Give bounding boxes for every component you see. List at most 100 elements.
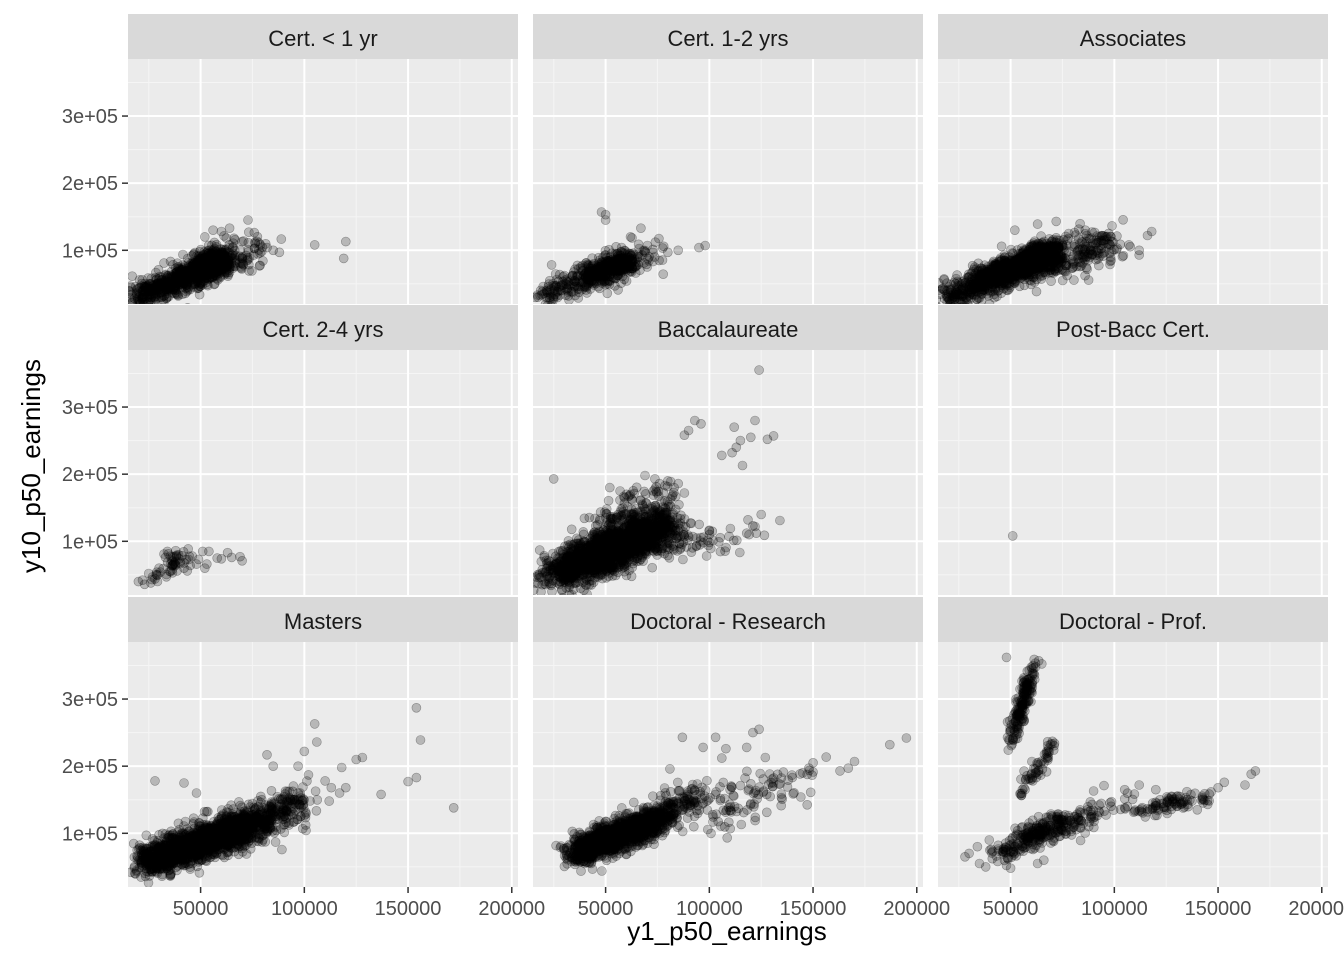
data-point <box>940 275 949 284</box>
data-point <box>310 240 319 249</box>
data-point <box>238 237 247 246</box>
data-point <box>1010 226 1019 235</box>
data-point <box>200 251 209 260</box>
data-point <box>695 243 704 252</box>
data-point <box>616 255 625 264</box>
data-point <box>969 265 978 274</box>
data-point <box>1036 272 1045 281</box>
data-point <box>275 248 284 257</box>
data-point <box>930 284 939 293</box>
data-point <box>522 561 531 570</box>
facet-panel: Baccalaureate <box>522 305 923 603</box>
data-point <box>1074 251 1083 260</box>
data-point <box>223 272 232 281</box>
facet-panel: Associates <box>928 14 1328 316</box>
data-point <box>605 267 614 276</box>
data-point <box>1083 265 1092 274</box>
data-point <box>591 269 600 278</box>
data-point <box>144 569 153 578</box>
data-point <box>566 276 575 285</box>
data-point <box>574 284 583 293</box>
data-point <box>1082 237 1091 246</box>
data-point <box>1081 226 1090 235</box>
data-point <box>942 290 951 299</box>
facet-panel: Cert. 1-2 yrs <box>531 14 923 311</box>
data-point <box>547 260 556 269</box>
data-point <box>978 270 987 279</box>
data-point <box>659 242 668 251</box>
data-point <box>1027 280 1036 289</box>
data-point <box>1102 232 1111 241</box>
data-point <box>626 232 635 241</box>
data-point <box>573 261 582 270</box>
data-point <box>634 250 643 259</box>
data-point <box>140 282 149 291</box>
data-point <box>655 256 664 265</box>
data-point <box>263 243 272 252</box>
data-point <box>1061 261 1070 270</box>
data-point <box>1143 231 1152 240</box>
data-point <box>550 569 559 578</box>
data-point <box>242 256 251 265</box>
data-point <box>1052 233 1061 242</box>
data-point <box>168 272 177 281</box>
data-point <box>531 293 540 302</box>
data-point <box>198 265 207 274</box>
data-point <box>603 289 612 298</box>
data-point <box>1005 265 1014 274</box>
data-point <box>1054 244 1063 253</box>
data-point <box>993 260 1002 269</box>
data-point <box>219 259 228 268</box>
data-point <box>1045 244 1054 253</box>
data-point <box>204 547 213 556</box>
data-point <box>210 238 219 247</box>
data-point <box>208 259 217 268</box>
data-point <box>659 270 668 279</box>
data-point <box>1047 277 1056 286</box>
data-point <box>636 224 645 233</box>
y-tick-label: 1e+05 <box>62 531 118 553</box>
data-point <box>987 269 996 278</box>
data-point <box>1119 215 1128 224</box>
data-point <box>994 286 1003 295</box>
data-point <box>186 272 195 281</box>
data-point <box>601 210 610 219</box>
data-point <box>965 292 974 301</box>
data-point <box>651 238 660 247</box>
data-point <box>1052 217 1061 226</box>
data-point <box>209 226 218 235</box>
data-point <box>984 284 993 293</box>
x-axis-title: y1_p50_earnings <box>627 916 827 946</box>
data-point <box>163 282 172 291</box>
data-point <box>1108 221 1117 230</box>
facet-strip-label: Cert. 2-4 yrs <box>262 317 383 342</box>
y-tick-label: 1e+05 <box>62 240 118 262</box>
data-point <box>928 302 937 311</box>
data-point <box>217 227 226 236</box>
data-point <box>614 285 623 294</box>
data-point <box>187 251 196 260</box>
data-point <box>1089 246 1098 255</box>
data-point <box>253 232 262 241</box>
facet-strip-label: Baccalaureate <box>658 317 799 342</box>
data-point <box>256 261 265 270</box>
data-point <box>171 546 180 555</box>
data-point <box>153 570 162 579</box>
y-tick-label: 2e+05 <box>62 173 118 195</box>
data-point <box>277 235 286 244</box>
data-point <box>602 256 611 265</box>
data-point <box>551 270 560 279</box>
data-point <box>642 260 651 269</box>
facet-strip-label: Associates <box>1080 26 1186 51</box>
data-point <box>137 294 146 303</box>
data-point <box>622 277 631 286</box>
data-point <box>1044 263 1053 272</box>
data-point <box>1124 240 1133 249</box>
data-point <box>225 224 234 233</box>
data-point <box>200 564 209 573</box>
data-point <box>178 250 187 259</box>
data-point <box>997 242 1006 251</box>
